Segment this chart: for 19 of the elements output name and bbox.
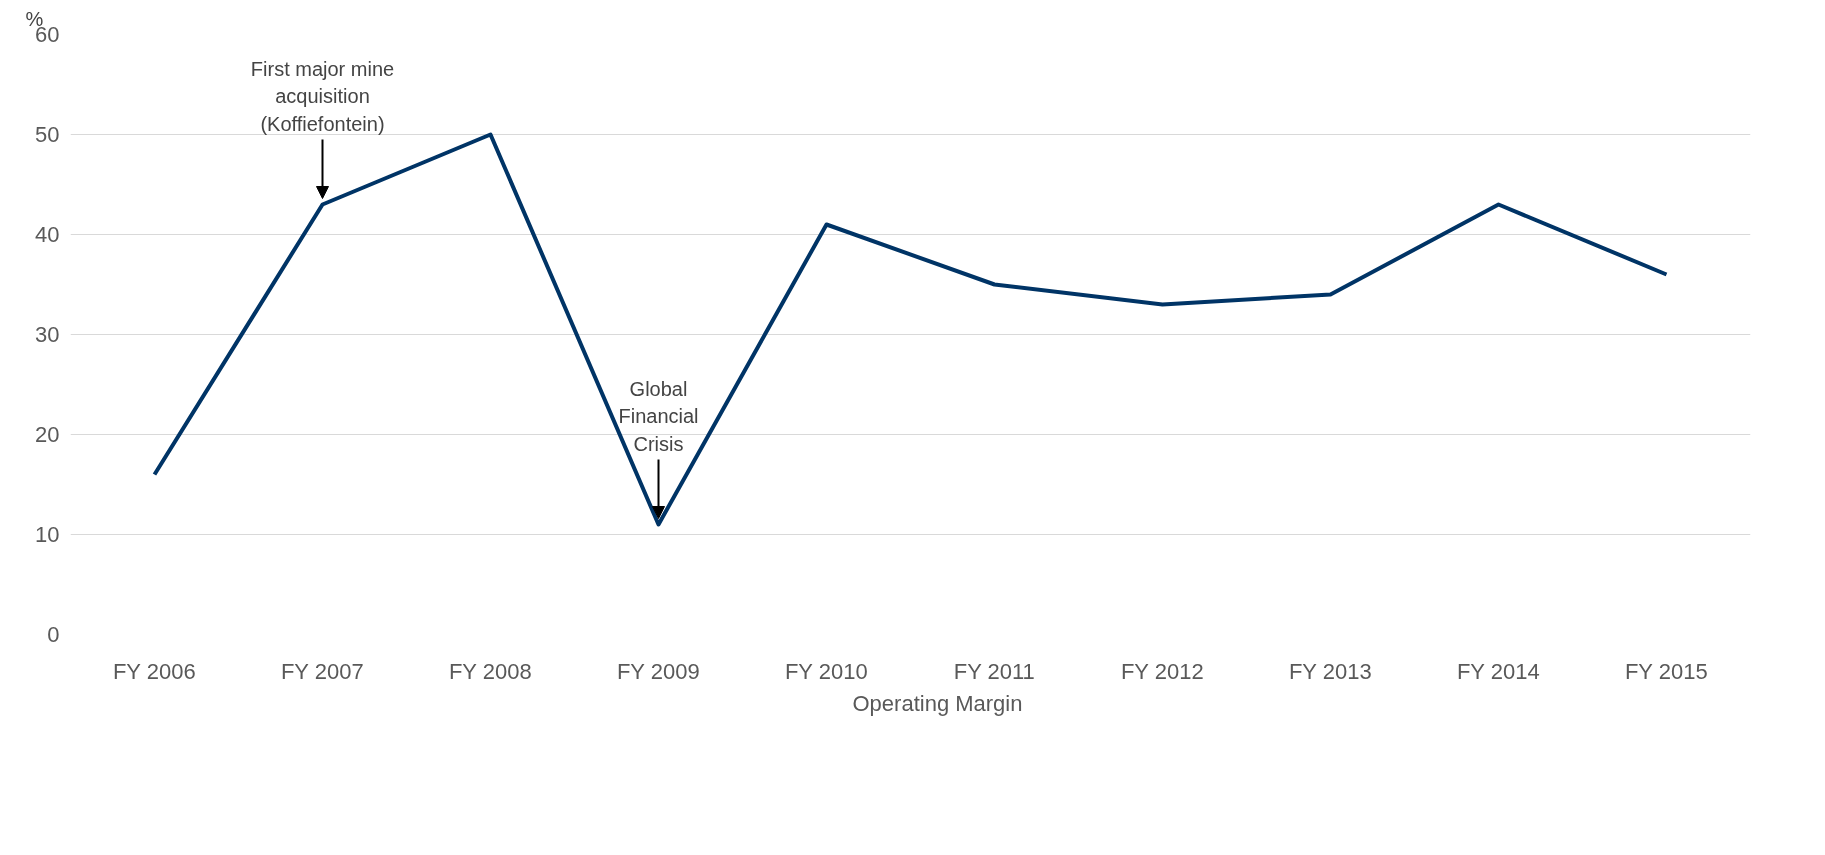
x-tick-label: FY 2010 [784, 658, 868, 684]
x-tick-label: FY 2009 [616, 658, 700, 684]
y-tick-label: 10 [35, 522, 60, 547]
x-tick-label: FY 2006 [112, 658, 196, 684]
text: Operating Margin [852, 691, 1023, 717]
y-tick-label: 0 [47, 622, 60, 647]
x-tick-label: FY 2012 [1120, 658, 1204, 684]
x-tick-label: FY 2011 [953, 658, 1035, 684]
x-tick-label: FY 2014 [1456, 658, 1540, 684]
annotation: First major mine acquisition (Koffiefontein) [250, 57, 395, 135]
x-tick-label: FY 2008 [448, 658, 532, 684]
x-tick-label: FY 2007 [280, 658, 364, 684]
y-tick-label: 20 [35, 422, 60, 447]
y-tick-label: 40 [35, 222, 60, 247]
y-tick-label: 50 [35, 122, 60, 147]
annotation: Global Financial Crisis [618, 377, 699, 455]
x-tick-label: FY 2013 [1288, 658, 1372, 684]
x-tick-label: FY 2015 [1624, 658, 1708, 684]
y-tick-label: 30 [35, 322, 60, 347]
